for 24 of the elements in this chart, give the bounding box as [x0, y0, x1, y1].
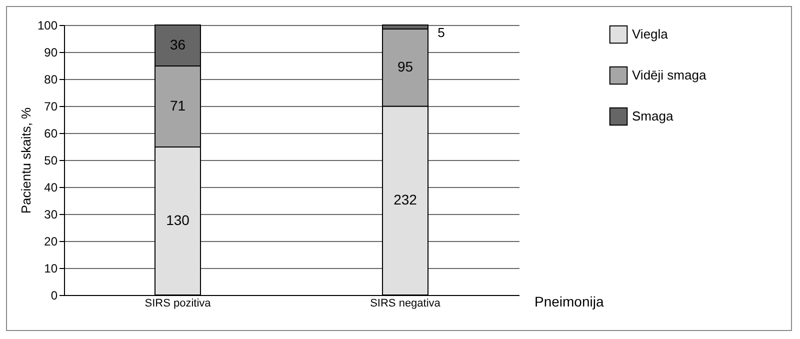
y-tick-label: 20 — [44, 234, 58, 248]
legend-label: Viegla — [632, 26, 669, 42]
y-tick-label: 10 — [44, 262, 58, 276]
y-tick-label: 70 — [44, 100, 58, 114]
y-tick-label: 100 — [37, 18, 58, 32]
annotation: 130 — [166, 212, 190, 228]
y-axis-title: Pacientu skaits, % — [18, 106, 34, 214]
y-tick-label: 40 — [44, 180, 58, 194]
x-axis-title: Pneimonija — [534, 294, 604, 310]
annotation: 5 — [438, 25, 445, 40]
annotation: 95 — [397, 58, 414, 75]
y-tick-label: 80 — [44, 72, 58, 86]
legend-label: Smaga — [632, 108, 674, 124]
annotation: 71 — [170, 98, 186, 114]
y-tick-label: 60 — [44, 126, 58, 140]
annotation: 232 — [394, 192, 418, 208]
y-tick-label: 50 — [44, 154, 58, 168]
annotation: 36 — [170, 36, 186, 53]
x-tick-label: SIRS pozitiva — [144, 298, 212, 310]
y-tick-label: 30 — [44, 208, 58, 222]
legend-label: Vidēji smaga — [632, 68, 707, 82]
y-tick-label: 0 — [50, 288, 58, 302]
y-tick-label: 90 — [44, 46, 58, 60]
x-tick-label: SIRS negativa — [370, 298, 442, 310]
